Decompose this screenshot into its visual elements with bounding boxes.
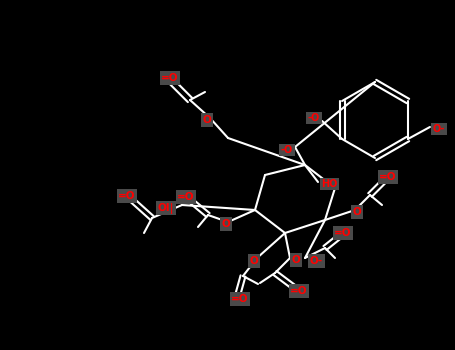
Text: =O: =O [290, 286, 308, 296]
Text: =O: =O [379, 172, 397, 182]
Text: =O: =O [334, 228, 352, 238]
Text: O: O [202, 115, 212, 125]
Text: -O: -O [281, 145, 293, 155]
Text: O: O [292, 255, 300, 265]
Text: O: O [222, 219, 230, 229]
Text: O: O [250, 256, 258, 266]
Text: =O: =O [231, 294, 249, 304]
Text: =O: =O [177, 192, 195, 202]
Text: =O: =O [161, 73, 179, 83]
Text: -O: -O [308, 113, 320, 123]
Text: HO: HO [321, 179, 337, 189]
Text: OI|: OI| [157, 203, 174, 214]
Text: =O: =O [118, 191, 136, 201]
Text: O-: O- [310, 256, 323, 266]
Text: O-: O- [433, 124, 445, 134]
Text: O: O [353, 207, 361, 217]
